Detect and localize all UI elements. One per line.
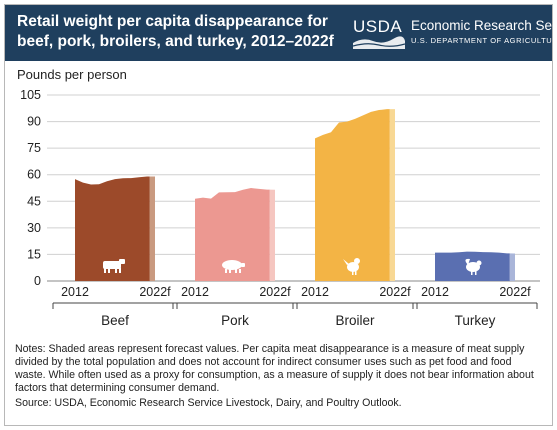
x-tick-pork-end: 2022f: [259, 285, 291, 299]
department-name: U.S. DEPARTMENT OF AGRICULTURE: [411, 36, 553, 45]
y-tick-label-105: 105: [20, 88, 41, 102]
x-tick-beef-end: 2022f: [139, 285, 171, 299]
x-tick-labels: 2012 2022f 2012 2022f 2012 2022f 2012 2022f: [61, 285, 531, 299]
series-label-broiler: Broiler: [335, 313, 375, 328]
area-broiler-historical: [315, 109, 390, 281]
chart-title-line-1: Retail weight per capita disappearance f…: [17, 13, 328, 30]
x-tick-beef-start: 2012: [61, 285, 89, 299]
area-series-beef: [75, 176, 155, 281]
x-tick-pork-start: 2012: [181, 285, 209, 299]
chart-notes: Notes: Shaded areas represent forecast v…: [15, 343, 543, 410]
chart-header: Retail weight per capita disappearance f…: [5, 5, 552, 61]
agency-name: Economic Research Service: [411, 18, 553, 33]
x-tick-broiler-start: 2012: [301, 285, 329, 299]
chicken-icon: [343, 258, 360, 275]
chart-title: Retail weight per capita disappearance f…: [17, 12, 347, 52]
area-series-pork: [195, 188, 275, 281]
usda-logo-text: USDA: [353, 17, 403, 36]
group-bracket-turkey: [412, 303, 538, 309]
area-beef-historical: [75, 176, 150, 281]
series-areas: [75, 109, 515, 281]
x-tick-broiler-end: 2022f: [379, 285, 411, 299]
figure-frame: Retail weight per capita disappearance f…: [4, 4, 553, 426]
notes-text: Notes: Shaded areas represent forecast v…: [15, 343, 534, 394]
area-broiler-forecast: [389, 109, 395, 281]
turkey-icon: [465, 258, 482, 275]
source-text: Source: USDA, Economic Research Service …: [15, 397, 402, 409]
series-group-labels: Beef Pork Broiler Turkey: [52, 302, 538, 328]
y-tick-label-45: 45: [27, 194, 41, 208]
y-tick-label-90: 90: [27, 115, 41, 129]
area-series-broiler: [315, 109, 395, 281]
pig-icon: [222, 260, 245, 273]
usda-logo-landscape-icon: [353, 36, 405, 49]
x-tick-turkey-end: 2022f: [499, 285, 531, 299]
series-label-beef: Beef: [101, 313, 129, 328]
y-tick-label-75: 75: [27, 141, 41, 155]
y-tick-label-15: 15: [27, 247, 41, 261]
y-tick-label-0: 0: [34, 274, 41, 288]
area-pork-historical: [195, 188, 270, 281]
series-label-turkey: Turkey: [455, 313, 496, 328]
chart-title-line-2: beef, pork, broilers, and turkey, 2012–2…: [17, 33, 334, 50]
series-label-pork: Pork: [221, 313, 249, 328]
usda-ers-logo: USDA Economic Research Service U.S. DEPA…: [353, 15, 552, 51]
area-series-turkey: [435, 251, 515, 281]
area-turkey-forecast: [509, 253, 515, 281]
area-beef-forecast: [149, 176, 155, 281]
y-tick-label-30: 30: [27, 221, 41, 235]
cow-icon: [103, 259, 125, 273]
y-tick-labels: 0 15 30 45 60 75 90 105: [20, 88, 41, 288]
x-tick-turkey-start: 2012: [421, 285, 449, 299]
group-bracket-broiler: [292, 303, 418, 309]
group-bracket-beef: [52, 303, 178, 309]
group-bracket-pork: [172, 303, 298, 309]
area-pork-forecast: [269, 189, 275, 281]
y-tick-label-60: 60: [27, 168, 41, 182]
y-axis-label: Pounds per person: [17, 67, 127, 82]
